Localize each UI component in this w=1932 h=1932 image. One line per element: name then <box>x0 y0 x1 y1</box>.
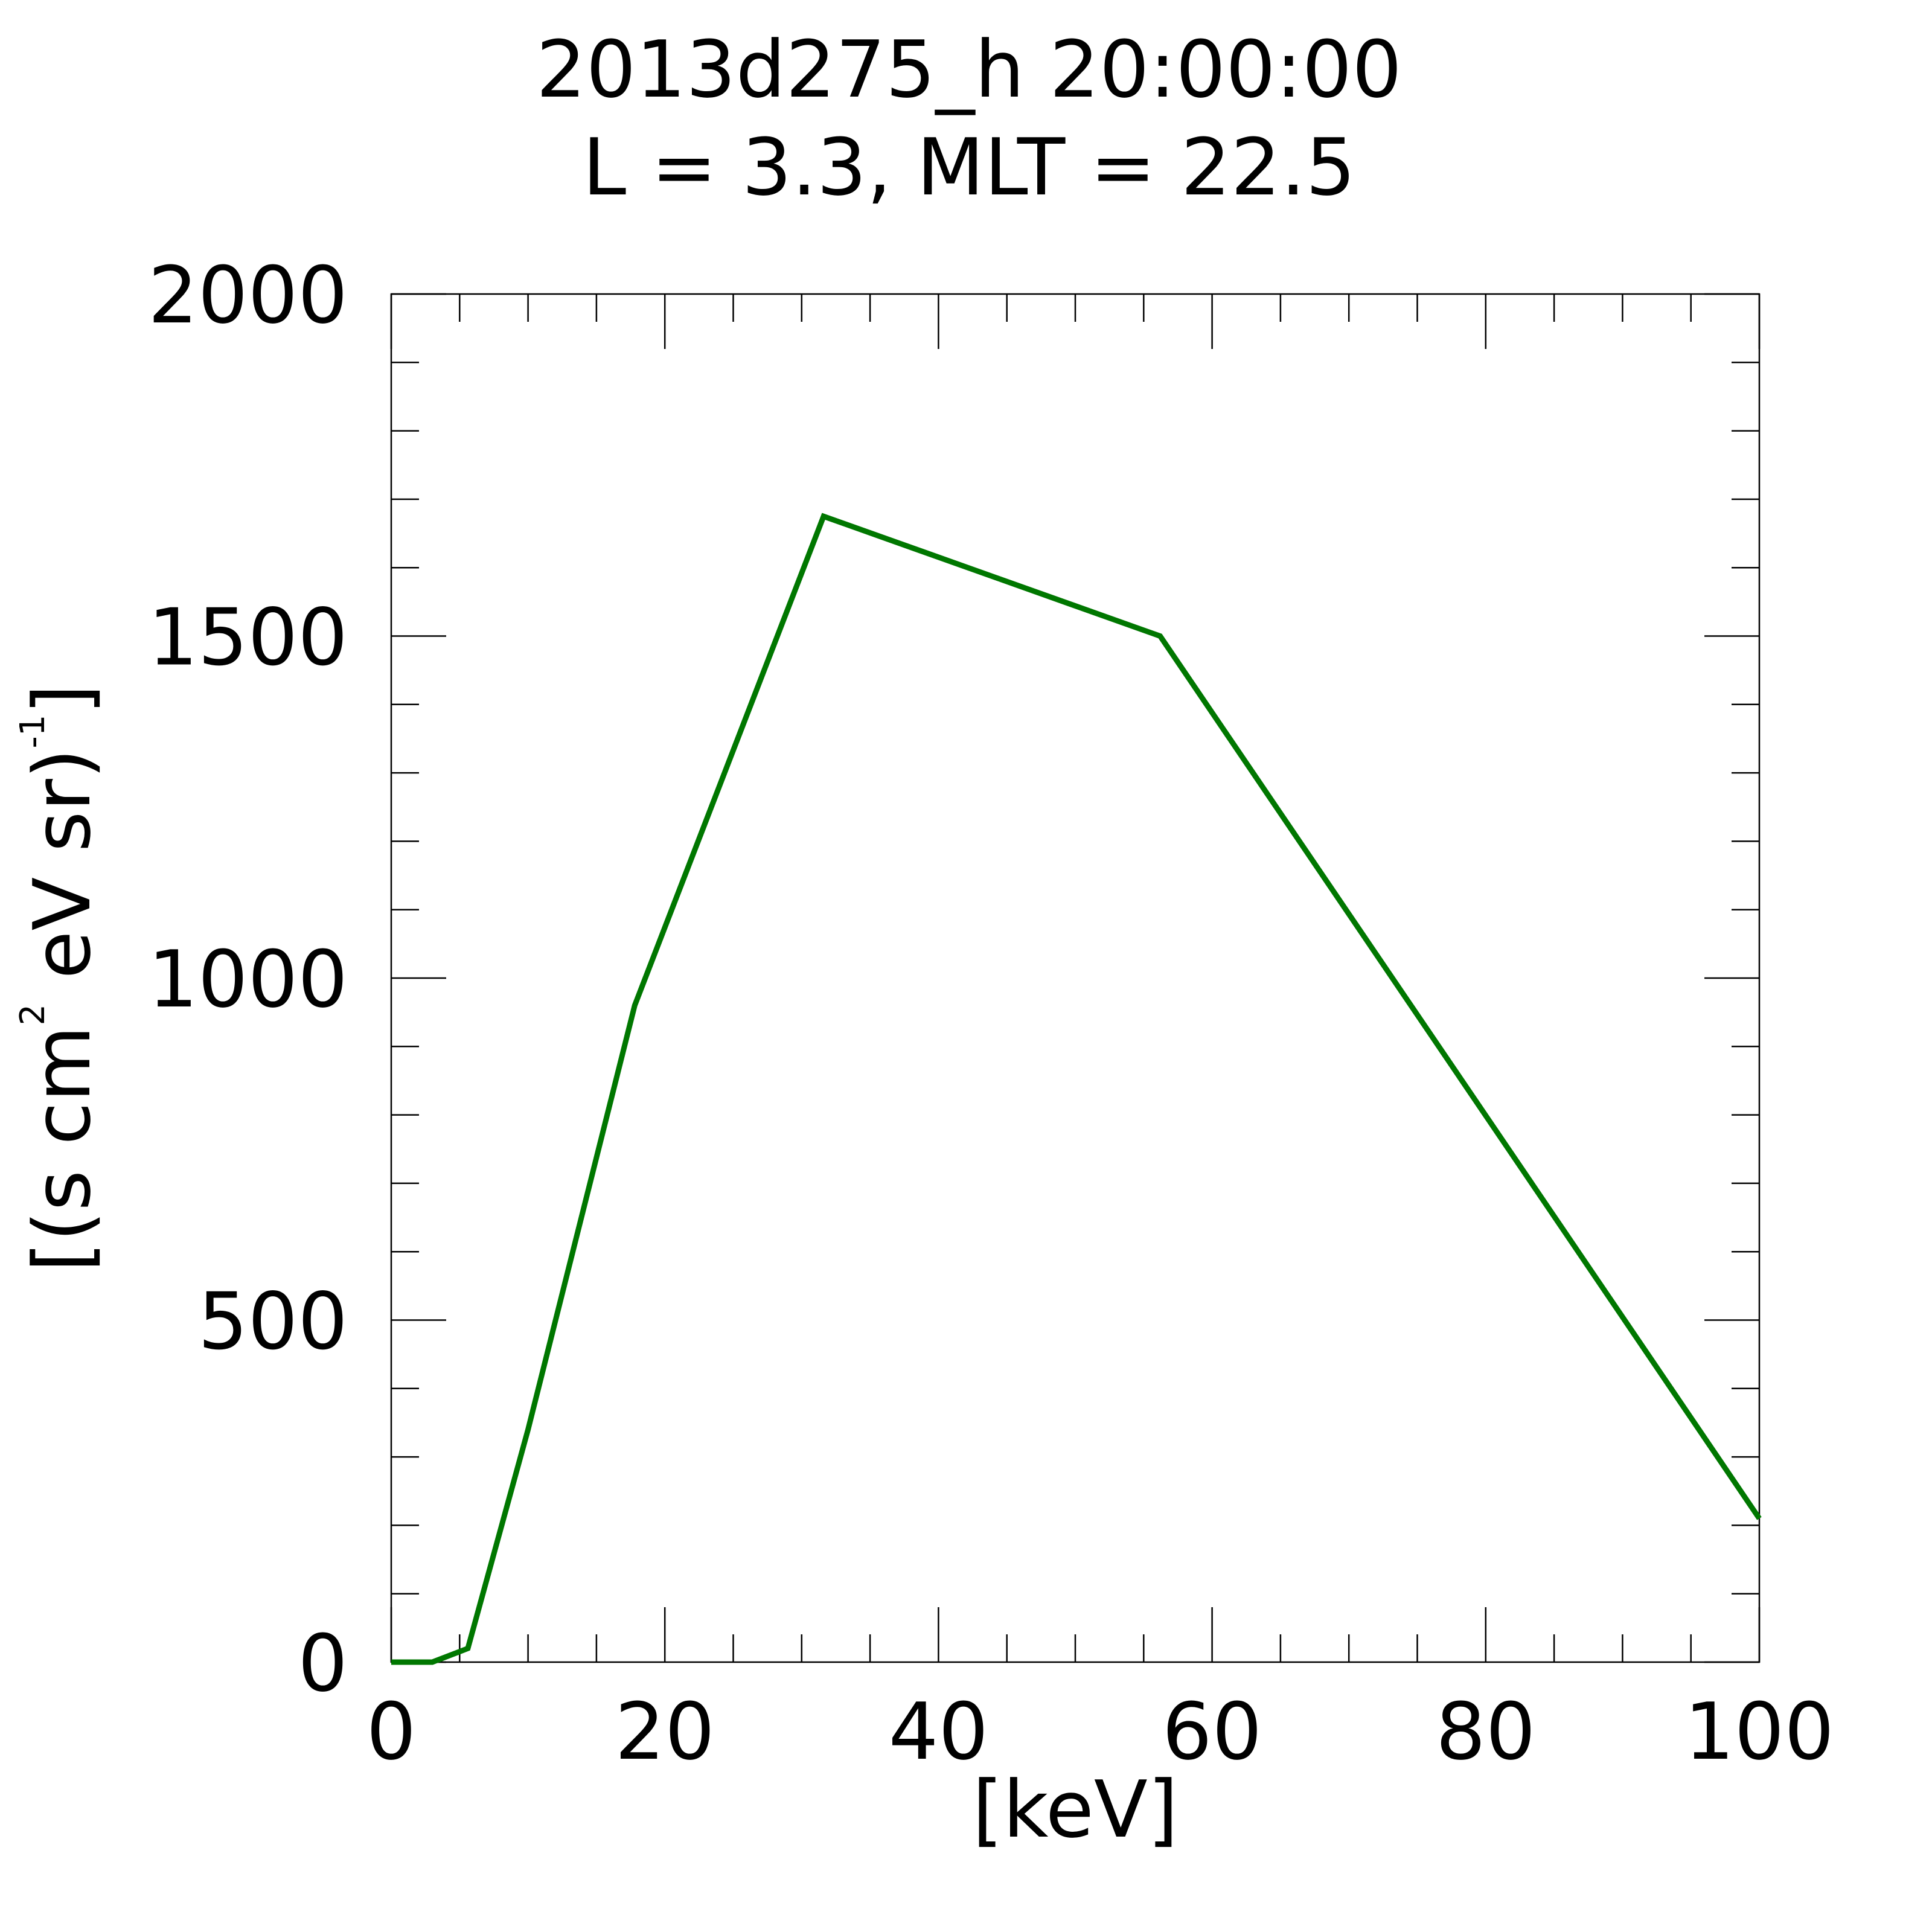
x-tick-label: 80 <box>1436 1686 1535 1777</box>
y-tick-label: 0 <box>298 1617 348 1709</box>
series-layer <box>391 513 1762 1665</box>
x-tick-labels: 0 20 40 60 80 100 <box>366 1686 1834 1777</box>
y-axis-label-part1: [(s cm <box>16 1026 108 1273</box>
x-tick-label: 60 <box>1162 1686 1262 1777</box>
x-axis-label: [keV] <box>973 1764 1179 1855</box>
x-tick-label: 100 <box>1684 1686 1834 1777</box>
y-axis-label: [(s cm2 eV sr)-1] <box>13 684 108 1272</box>
x-tick-label: 40 <box>889 1686 988 1777</box>
x-tick-label: 0 <box>366 1686 417 1777</box>
y-tick-label: 1000 <box>148 933 348 1025</box>
chart-title-line1: 2013d275_h 20:00:00 <box>536 24 1402 115</box>
y-axis-label-part3: ] <box>16 684 108 715</box>
plot-frame <box>390 293 1761 1663</box>
series-line <box>391 513 1762 1665</box>
y-tick-label: 2000 <box>148 249 348 341</box>
y-axis-label-sup1: 2 <box>13 1004 53 1026</box>
y-axis-label-sup2: -1 <box>13 715 53 749</box>
chart-title-line2: L = 3.3, MLT = 22.5 <box>583 121 1356 213</box>
y-tick-labels: 0 500 1000 1500 2000 <box>148 249 348 1709</box>
axis-ticks <box>390 293 1761 1663</box>
y-axis-label-part2: eV sr) <box>16 748 108 1003</box>
x-tick-label: 20 <box>615 1686 714 1777</box>
y-tick-label: 500 <box>198 1276 348 1367</box>
y-tick-label: 1500 <box>148 592 348 683</box>
